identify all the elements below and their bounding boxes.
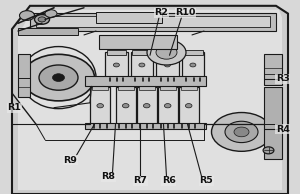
- Bar: [99, 35, 177, 49]
- Bar: [181, 86, 197, 90]
- Bar: [96, 12, 162, 23]
- Bar: [18, 28, 78, 35]
- Circle shape: [34, 15, 50, 24]
- Circle shape: [39, 65, 78, 90]
- Circle shape: [97, 104, 104, 108]
- Bar: [90, 87, 110, 124]
- Circle shape: [190, 63, 196, 67]
- Circle shape: [147, 40, 186, 65]
- Circle shape: [164, 104, 171, 108]
- Bar: [30, 13, 276, 31]
- Bar: [106, 50, 126, 55]
- Circle shape: [143, 104, 150, 108]
- Bar: [130, 52, 153, 78]
- Circle shape: [22, 54, 94, 101]
- Text: R7: R7: [134, 176, 147, 185]
- Circle shape: [156, 46, 177, 59]
- Bar: [85, 123, 206, 129]
- Circle shape: [139, 63, 145, 67]
- Text: R9: R9: [64, 156, 77, 165]
- Bar: [36, 16, 270, 27]
- Polygon shape: [18, 10, 282, 190]
- Bar: [136, 87, 157, 124]
- Bar: [92, 86, 108, 90]
- Text: R6: R6: [162, 176, 176, 185]
- Bar: [158, 50, 177, 55]
- Polygon shape: [12, 6, 288, 194]
- Circle shape: [20, 11, 34, 20]
- Text: R8: R8: [102, 172, 116, 181]
- Bar: [182, 52, 204, 78]
- Text: R5: R5: [200, 176, 213, 185]
- Circle shape: [52, 74, 64, 81]
- Text: R1: R1: [8, 103, 21, 112]
- Text: R10: R10: [175, 8, 196, 17]
- Circle shape: [113, 63, 119, 67]
- Bar: [156, 52, 178, 78]
- Bar: [116, 87, 136, 124]
- Bar: [183, 50, 203, 55]
- Circle shape: [164, 63, 170, 67]
- Bar: [118, 86, 134, 90]
- Circle shape: [225, 121, 258, 143]
- Circle shape: [185, 104, 192, 108]
- Bar: [158, 87, 178, 124]
- Bar: [85, 76, 206, 86]
- Circle shape: [234, 127, 249, 137]
- Circle shape: [45, 10, 57, 17]
- Polygon shape: [264, 87, 282, 159]
- Circle shape: [263, 147, 274, 154]
- Bar: [139, 86, 154, 90]
- Bar: [160, 86, 176, 90]
- Text: R2: R2: [154, 8, 168, 17]
- Bar: [105, 52, 128, 78]
- Bar: [132, 50, 152, 55]
- Circle shape: [212, 113, 272, 151]
- Text: R4: R4: [276, 125, 289, 133]
- Circle shape: [38, 17, 46, 22]
- Circle shape: [122, 104, 129, 108]
- Polygon shape: [264, 54, 282, 85]
- Polygon shape: [18, 54, 30, 97]
- Bar: [178, 87, 199, 124]
- Text: R3: R3: [276, 74, 289, 83]
